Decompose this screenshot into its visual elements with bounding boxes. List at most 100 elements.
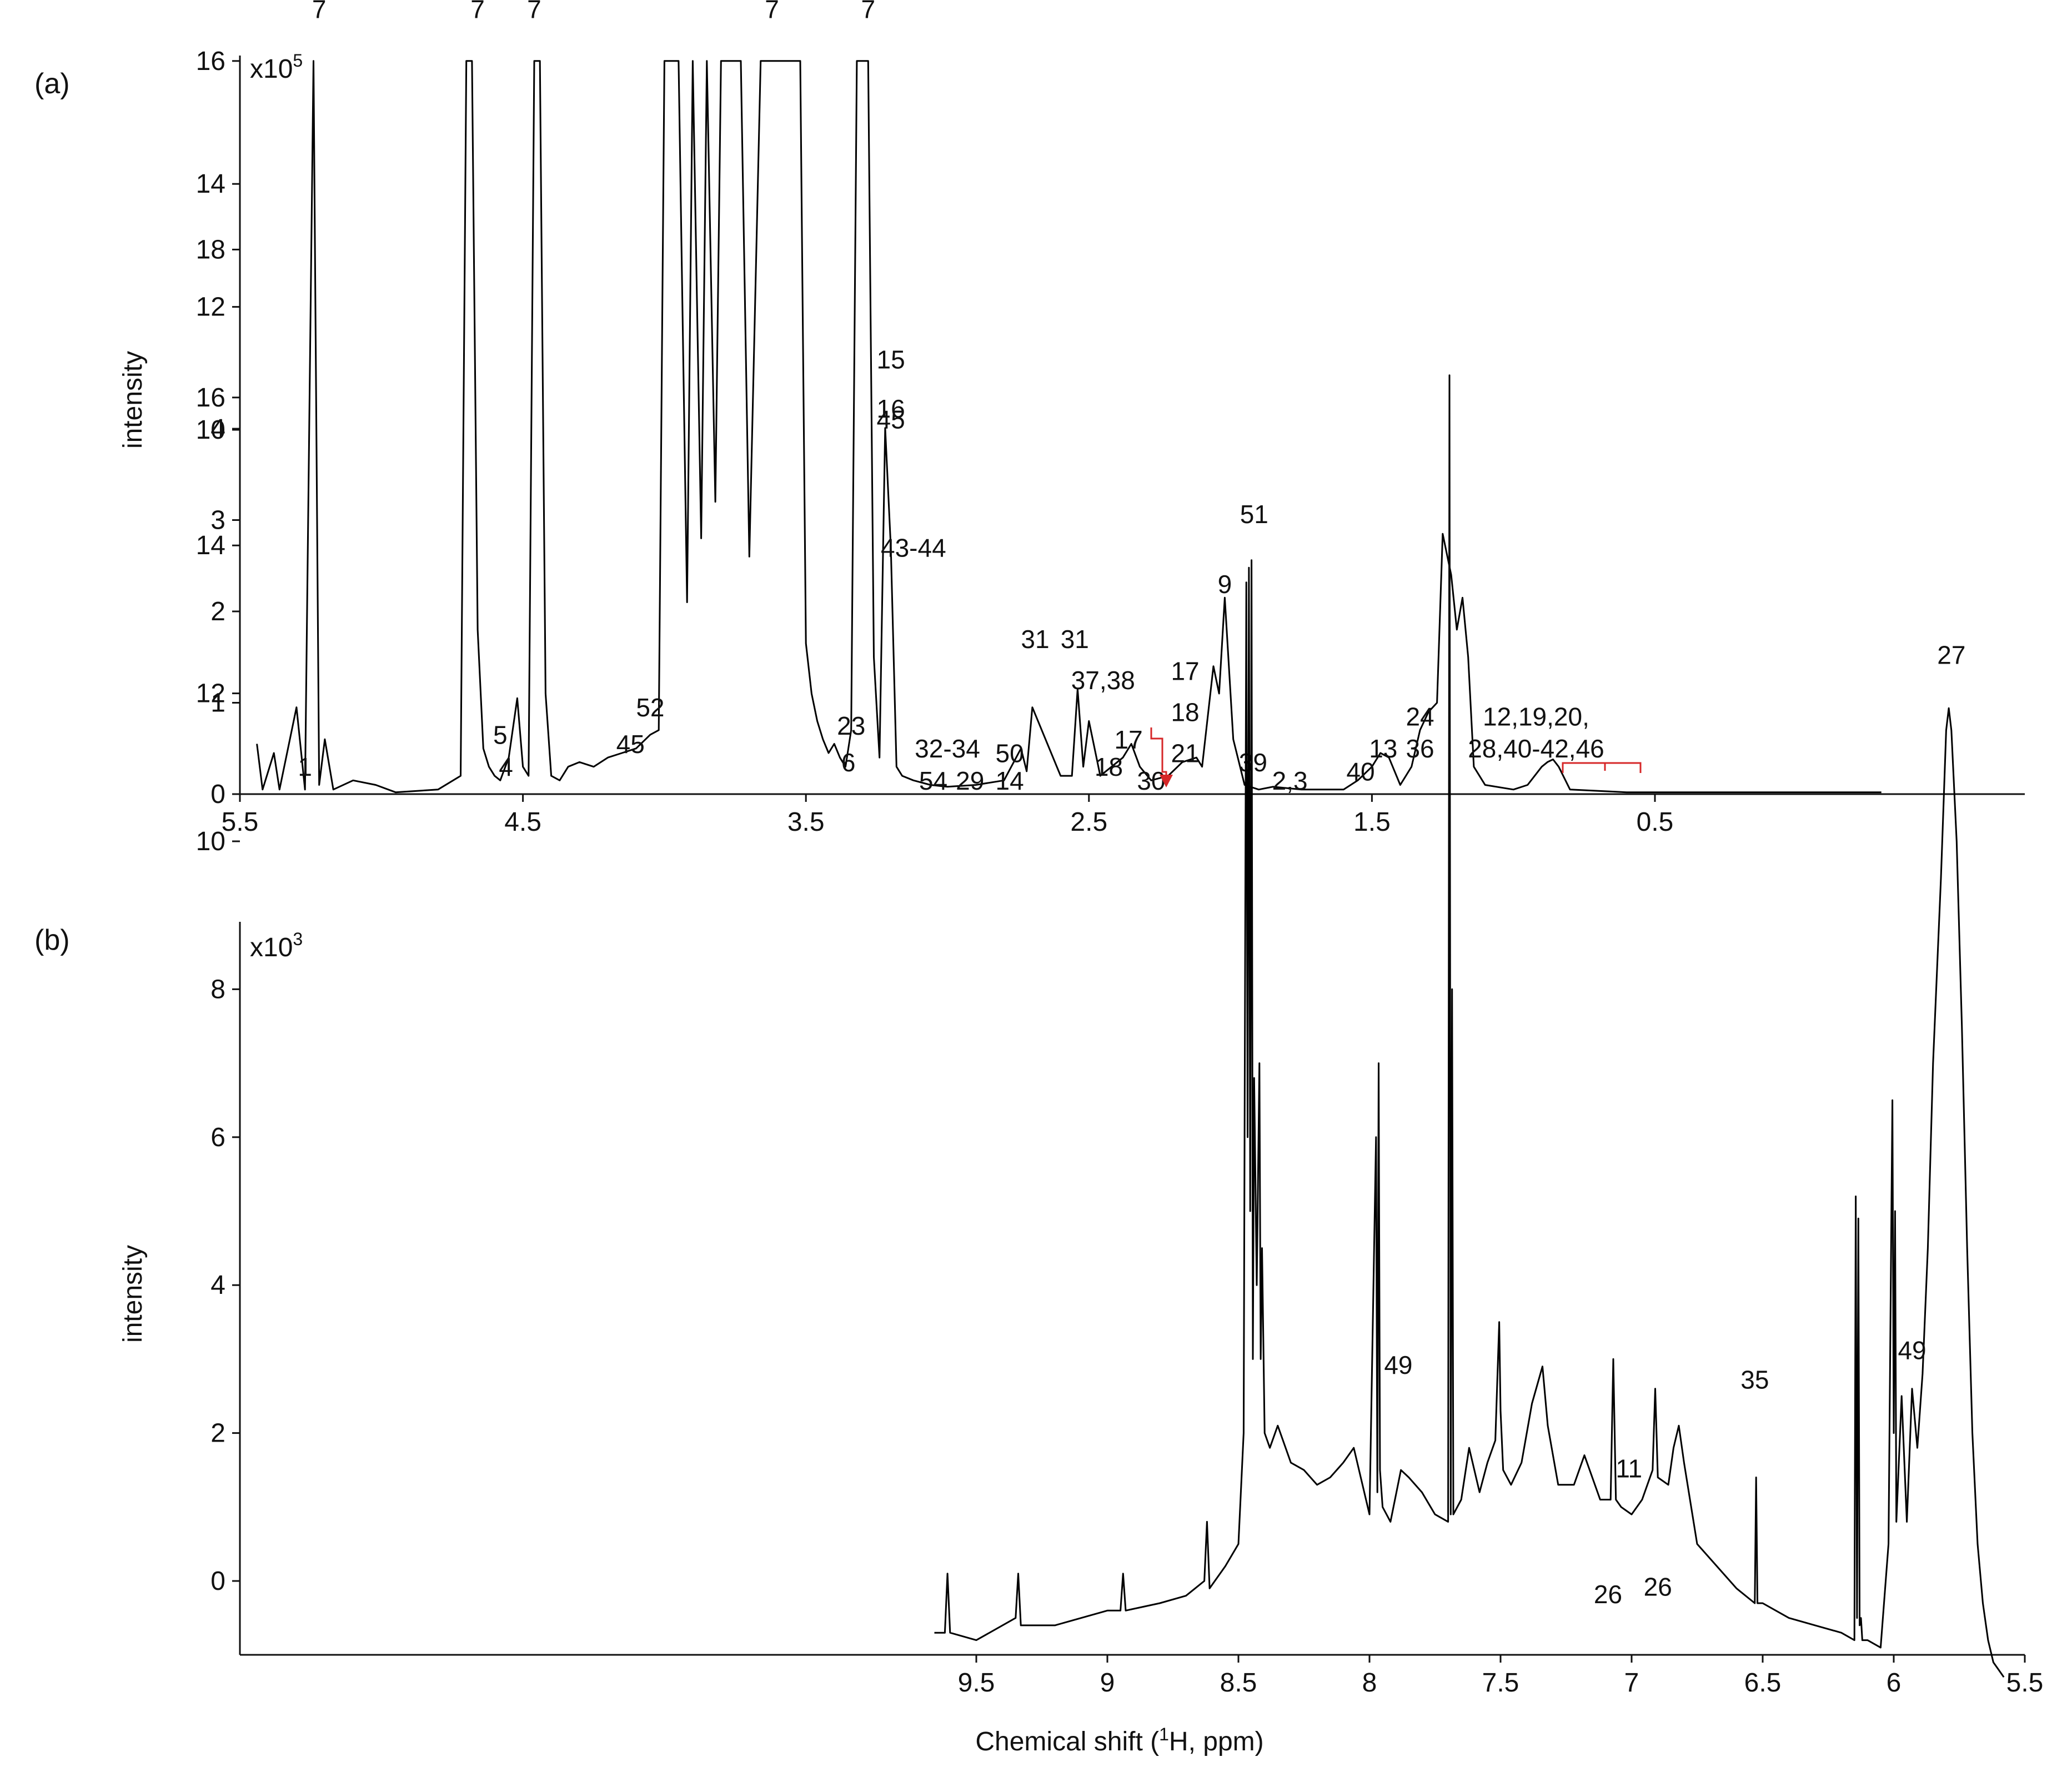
panel-b-spectrum-line (934, 374, 2005, 1678)
panel-b-y-tick-label: 4 (210, 1271, 225, 1300)
panel-a-peak-label: 32-34 (915, 734, 980, 763)
panel-b-annotations: 51 49 35 11 26 26 49 27 (1240, 500, 1966, 1609)
panel-a-peak-label: 18 (1095, 752, 1123, 781)
panel-b-peak-label: 26 (1594, 1580, 1622, 1609)
panel-b-plot-area (934, 374, 2005, 1678)
panel-a-peak-label: 40 (1346, 757, 1374, 786)
panel-b-y-tick-label: 6 (210, 1123, 225, 1152)
panel-a-peak-label: 5 (493, 721, 508, 750)
panel-a-x-tick-label: 0.5 (1637, 807, 1674, 837)
panel-a-label: (a) (34, 68, 70, 100)
panel-a-peak-label: 4 (499, 752, 513, 781)
panel-b-peak-label: 49 (1384, 1351, 1412, 1379)
panel-a-peak-label: 7 (312, 0, 327, 23)
panel-a-peak-label: 16 (876, 394, 905, 423)
panel-a-peak-label: 7 (470, 0, 485, 23)
panel-b-multiplier: x103 (250, 929, 303, 962)
panel-b-peak-label: 27 (1937, 640, 1965, 669)
panel-a-peak-label: 36 (1406, 734, 1434, 763)
panel-a-multiplier: x105 (250, 51, 303, 84)
panel-a-y-tick-label: 10 (196, 415, 225, 445)
panel-a-peak-label: 54 (919, 766, 947, 795)
panel-a-peak-label: 39 (1239, 748, 1267, 777)
panel-b-x-axis-title: Chemical shift (1H, ppm) (975, 1724, 1263, 1756)
panel-b-x-tick-label: 8 (1362, 1668, 1377, 1698)
panel-b-x-tick-label: 7 (1624, 1668, 1639, 1698)
panel-a-peak-label: 7 (861, 0, 876, 23)
panel-a-peak-label: 9 (1218, 570, 1232, 599)
panel-a-peak-label: 50 (996, 739, 1024, 767)
panel-a-peak-label: 7 (765, 0, 779, 23)
panel-a-y-tick-label: 16 (196, 47, 225, 76)
panel-a-peak-label: 24 (1406, 702, 1434, 731)
panel-a-peak-label: 1 (298, 752, 312, 781)
panel-a-peak-label: 13 (1369, 734, 1397, 763)
panel-b-y-tick-label: 16 (196, 383, 225, 413)
panel-b-x-tick-label: 6.5 (1744, 1668, 1782, 1698)
panel-a-y-tick-label: 12 (196, 293, 225, 322)
panel-b-axes (239, 922, 2025, 1656)
panel-a-peak-label: 28,40-42,46 (1468, 734, 1604, 763)
panel-b-y-tick-label: 14 (196, 531, 225, 560)
red-arrow-37-38 (1160, 775, 1173, 787)
panel-b-x-tick-label: 7.5 (1482, 1668, 1519, 1698)
panel-a-peak-label: 30 (1137, 766, 1165, 795)
panel-a-y-tick-label: 0 (210, 780, 225, 809)
panel-b-y-axis-title: intensity (118, 1245, 148, 1343)
red-bracket-37-38 (1150, 727, 1167, 777)
panel-a-x-tick-label: 4.5 (504, 807, 541, 837)
panel-b-y-tick-label: 12 (196, 679, 225, 709)
panel-b-y-tick-label: 10 (196, 827, 225, 856)
panel-a-spectrum-line (256, 60, 1882, 794)
panel-a-peak-label: 29 (956, 766, 984, 795)
panel-a-peak-label: 31 (1021, 625, 1049, 654)
panel-a-peak-label: 45 (616, 730, 645, 759)
panel-b-y-tick-label: 8 (210, 975, 225, 1004)
panel-b-y-tick-label: 18 (196, 235, 225, 264)
panel-a-peak-label: 7 (527, 0, 541, 23)
panel-b-y-tick-label: 2 (210, 1419, 225, 1448)
panel-a-peak-label: 17 (1115, 725, 1143, 754)
panel-a-peak-label: 31 (1061, 625, 1089, 654)
panel-a-chart: (a) intensity x105 5.5 4.5 3.5 2.5 1.5 0.5012… (34, 0, 2025, 837)
panel-a-y-tick-label: 1 (210, 689, 225, 718)
panel-a-peak-label: 52 (636, 693, 664, 722)
panel-a-y-tick-label: 2 (210, 597, 225, 626)
panel-a-peak-label: 23 (837, 711, 865, 740)
panel-a-peak-label: 2,3 (1272, 766, 1308, 795)
panel-a-peak-label: 15 (876, 345, 905, 374)
panel-a-x-tick-label: 2.5 (1070, 807, 1107, 837)
panel-a-peak-label: 17 (1171, 656, 1199, 685)
panel-a-peak-label: 14 (996, 766, 1024, 795)
panel-b-peak-label: 51 (1240, 500, 1268, 529)
panel-a-x-tick-label: 3.5 (787, 807, 825, 837)
panel-a-axes (239, 56, 2025, 795)
panel-b-peak-label: 11 (1616, 1454, 1642, 1483)
panel-a-peak-label: 12,19,20, (1483, 702, 1589, 731)
panel-b-x-tick-label: 8.5 (1220, 1668, 1257, 1698)
panel-b-peak-label: 35 (1740, 1366, 1769, 1394)
panel-a-peak-label: 43-44 (881, 533, 946, 562)
panel-a-y-tick-label: 14 (196, 169, 225, 199)
panel-a-peak-label: 21 (1171, 739, 1199, 767)
panel-a-peak-label: 6 (841, 748, 856, 777)
panel-a-x-tick-label: 1.5 (1353, 807, 1391, 837)
panel-a-peak-label: 45 (876, 405, 905, 434)
red-bracket-12-46 (1562, 762, 1642, 773)
panel-b-chart: (b) intensity x103 Chemical shift (1H, p… (34, 235, 2043, 1756)
panel-b-x-tick-label: 9.5 (958, 1668, 995, 1698)
panel-b-x-tick-label: 6 (1887, 1668, 1902, 1698)
panel-a-peak-label: 37,38 (1071, 666, 1135, 695)
panel-a-y-axis-title: intensity (118, 351, 148, 449)
panel-a-x-tick-label: 5.5 (222, 807, 259, 837)
panel-b-peak-label: 26 (1644, 1573, 1672, 1602)
panel-b-y-tick-label: 0 (210, 1567, 225, 1596)
panel-b-x-tick-label: 5.5 (2006, 1668, 2044, 1698)
panel-b-label: (b) (34, 924, 70, 956)
panel-a-red-markers (1150, 727, 1642, 787)
